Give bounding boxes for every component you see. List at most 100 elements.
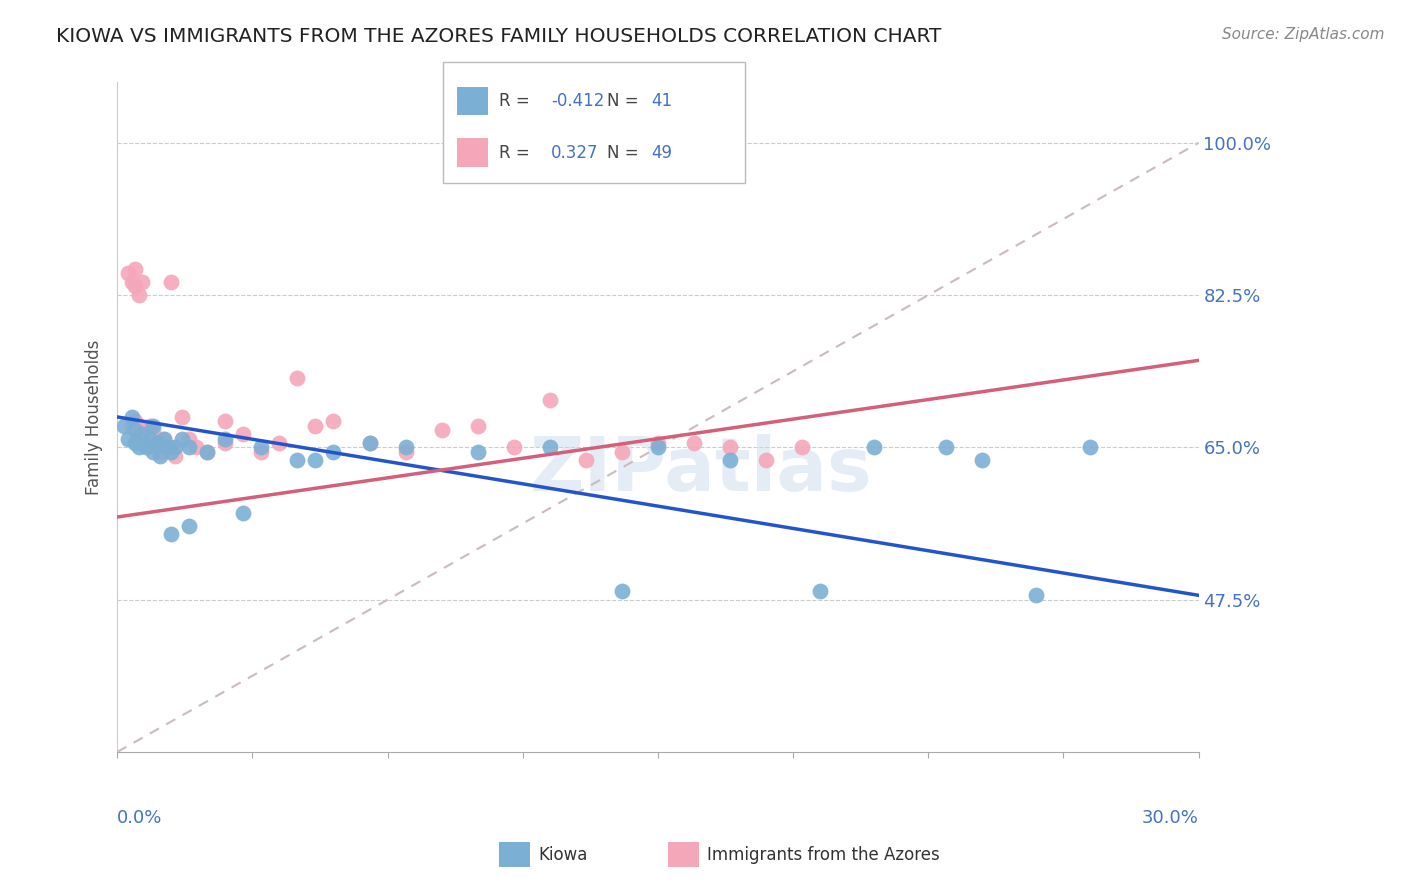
Point bbox=[160, 275, 183, 289]
Point bbox=[538, 392, 561, 407]
Point bbox=[160, 441, 183, 455]
Point bbox=[394, 444, 416, 458]
Point bbox=[808, 584, 831, 599]
Text: 41: 41 bbox=[651, 92, 672, 110]
Point bbox=[972, 453, 994, 467]
Point bbox=[135, 423, 157, 437]
Point bbox=[170, 432, 193, 446]
Point bbox=[322, 414, 344, 428]
Point bbox=[156, 441, 179, 455]
Point bbox=[131, 427, 153, 442]
Point bbox=[250, 444, 273, 458]
Point bbox=[214, 432, 236, 446]
Point bbox=[146, 441, 169, 455]
Y-axis label: Family Households: Family Households bbox=[86, 339, 103, 495]
Text: 30.0%: 30.0% bbox=[1142, 808, 1199, 827]
Point bbox=[121, 409, 143, 424]
Point bbox=[1080, 441, 1102, 455]
Point bbox=[467, 444, 489, 458]
Point bbox=[153, 432, 176, 446]
Point bbox=[156, 441, 179, 455]
Point bbox=[359, 436, 381, 450]
Text: 0.0%: 0.0% bbox=[117, 808, 163, 827]
Point bbox=[142, 418, 165, 433]
Point bbox=[790, 441, 813, 455]
Point bbox=[149, 444, 172, 458]
Point bbox=[430, 423, 453, 437]
Point bbox=[1025, 588, 1047, 602]
Point bbox=[135, 441, 157, 455]
Point bbox=[610, 584, 633, 599]
Point bbox=[163, 441, 186, 455]
Point bbox=[149, 449, 172, 463]
Point bbox=[124, 436, 146, 450]
Point bbox=[121, 418, 143, 433]
Point bbox=[647, 436, 669, 450]
Point bbox=[142, 432, 165, 446]
Point bbox=[232, 506, 254, 520]
Point bbox=[755, 453, 778, 467]
Point bbox=[179, 432, 201, 446]
Point bbox=[718, 441, 741, 455]
Point bbox=[502, 441, 524, 455]
Point bbox=[124, 262, 146, 277]
Point bbox=[195, 444, 218, 458]
Point bbox=[269, 436, 291, 450]
Point bbox=[214, 414, 236, 428]
Point bbox=[146, 436, 169, 450]
Point bbox=[124, 423, 146, 437]
Point bbox=[153, 432, 176, 446]
Text: 0.327: 0.327 bbox=[551, 144, 599, 161]
Point bbox=[160, 527, 183, 541]
Point bbox=[610, 444, 633, 458]
Point bbox=[718, 453, 741, 467]
Point bbox=[131, 275, 153, 289]
Text: KIOWA VS IMMIGRANTS FROM THE AZORES FAMILY HOUSEHOLDS CORRELATION CHART: KIOWA VS IMMIGRANTS FROM THE AZORES FAMI… bbox=[56, 27, 942, 45]
Point bbox=[135, 432, 157, 446]
Text: R =: R = bbox=[499, 144, 536, 161]
Point bbox=[142, 444, 165, 458]
Point bbox=[146, 436, 169, 450]
Point bbox=[287, 453, 309, 467]
Point bbox=[394, 441, 416, 455]
Point bbox=[117, 266, 139, 280]
Point bbox=[163, 449, 186, 463]
Point bbox=[287, 371, 309, 385]
Point bbox=[322, 444, 344, 458]
Point bbox=[647, 441, 669, 455]
Point bbox=[467, 418, 489, 433]
Point bbox=[128, 441, 150, 455]
Point bbox=[304, 453, 326, 467]
Text: N =: N = bbox=[607, 92, 644, 110]
Point bbox=[124, 414, 146, 428]
Point bbox=[128, 423, 150, 437]
Point bbox=[195, 444, 218, 458]
Point bbox=[863, 441, 886, 455]
Point bbox=[250, 441, 273, 455]
Text: Source: ZipAtlas.com: Source: ZipAtlas.com bbox=[1222, 27, 1385, 42]
Point bbox=[186, 441, 208, 455]
Text: R =: R = bbox=[499, 92, 536, 110]
Text: Kiowa: Kiowa bbox=[538, 847, 588, 864]
Point bbox=[131, 427, 153, 442]
Point bbox=[117, 432, 139, 446]
Text: -0.412: -0.412 bbox=[551, 92, 605, 110]
Point bbox=[170, 409, 193, 424]
Point bbox=[112, 418, 135, 433]
Text: Immigrants from the Azores: Immigrants from the Azores bbox=[707, 847, 941, 864]
Point bbox=[935, 441, 957, 455]
Text: N =: N = bbox=[607, 144, 644, 161]
Text: 49: 49 bbox=[651, 144, 672, 161]
Text: ZIPatlas: ZIPatlas bbox=[530, 434, 873, 507]
Point bbox=[121, 275, 143, 289]
Point bbox=[138, 418, 160, 433]
Point bbox=[232, 427, 254, 442]
Point bbox=[538, 441, 561, 455]
Point bbox=[304, 418, 326, 433]
Point bbox=[214, 436, 236, 450]
Point bbox=[160, 444, 183, 458]
Point bbox=[138, 436, 160, 450]
Point bbox=[124, 279, 146, 293]
Point bbox=[138, 432, 160, 446]
Point bbox=[179, 518, 201, 533]
